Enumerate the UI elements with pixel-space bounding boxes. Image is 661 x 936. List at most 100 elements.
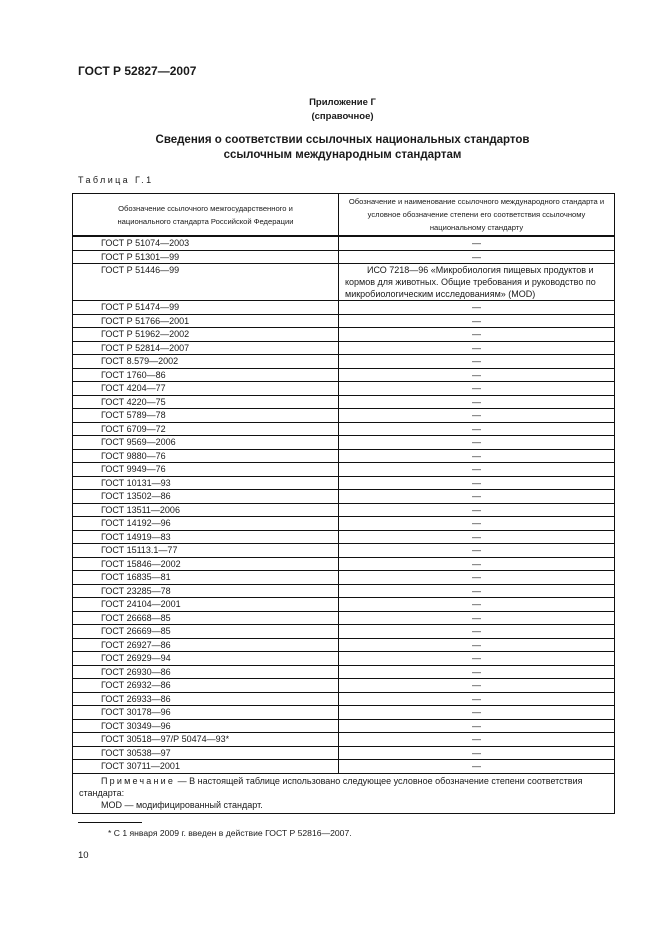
- standards-table: Обозначение ссылочного межгосударственно…: [72, 193, 615, 814]
- title-line-1: Сведения о соответствии ссылочных национ…: [155, 134, 530, 146]
- table-row: ГОСТ Р 51474—99—: [72, 300, 615, 315]
- national-standard: ГОСТ 26668—85: [72, 610, 339, 625]
- international-standard: —: [338, 543, 615, 558]
- international-standard: —: [338, 340, 615, 355]
- international-standard: —: [338, 300, 615, 315]
- appendix-heading: Приложение Г (справочное): [12, 96, 661, 124]
- national-standard: ГОСТ 26933—86: [72, 691, 339, 706]
- international-standard: —: [338, 249, 615, 264]
- table-note: Примечание — В настоящей таблице использ…: [72, 772, 615, 814]
- footnote-divider: [78, 822, 142, 823]
- table-row: ГОСТ 5789—78—: [72, 408, 615, 423]
- international-standard: —: [338, 583, 615, 598]
- column-header: Обозначение ссылочного межгосударственно…: [72, 193, 339, 237]
- table-row: ГОСТ 14919—83—: [72, 529, 615, 544]
- table-row: ГОСТ 9949—76—: [72, 462, 615, 477]
- international-standard: —: [338, 610, 615, 625]
- international-standard: —: [338, 354, 615, 369]
- international-standard: —: [338, 664, 615, 679]
- table-row: ГОСТ 26930—86—: [72, 664, 615, 679]
- table-row: ГОСТ Р 51074—2003—: [72, 235, 615, 251]
- table-row: ГОСТ 26932—86—: [72, 678, 615, 693]
- international-standard: —: [338, 394, 615, 409]
- national-standard: ГОСТ Р 52814—2007: [72, 340, 339, 355]
- international-standard: —: [338, 718, 615, 733]
- national-standard: ГОСТ 26929—94: [72, 651, 339, 666]
- international-standard: —: [338, 313, 615, 328]
- international-standard: —: [338, 529, 615, 544]
- international-standard: —: [338, 502, 615, 517]
- table-row: ГОСТ Р 51766—2001—: [72, 313, 615, 328]
- table-row: ГОСТ 16835—81—: [72, 570, 615, 585]
- national-standard: ГОСТ 15846—2002: [72, 556, 339, 571]
- national-standard: ГОСТ 30538—97: [72, 745, 339, 760]
- international-standard: —: [338, 691, 615, 706]
- international-standard: —: [338, 421, 615, 436]
- national-standard: ГОСТ 4220—75: [72, 394, 339, 409]
- international-standard: —: [338, 367, 615, 382]
- international-standard: —: [338, 732, 615, 747]
- international-standard: —: [338, 637, 615, 652]
- table-row: ГОСТ 9569—2006—: [72, 435, 615, 450]
- footnote: * С 1 января 2009 г. введен в действие Г…: [108, 828, 352, 838]
- national-standard: ГОСТ Р 51962—2002: [72, 327, 339, 342]
- appendix-title: Приложение Г: [309, 97, 376, 108]
- international-standard: —: [338, 235, 615, 251]
- table-row: ГОСТ 4220—75—: [72, 394, 615, 409]
- national-standard: ГОСТ 10131—93: [72, 475, 339, 490]
- international-standard: —: [338, 489, 615, 504]
- national-standard: ГОСТ 14192—96: [72, 516, 339, 531]
- note-line-2: MOD — модифицированный стандарт.: [101, 799, 263, 810]
- table-row: ГОСТ 26929—94—: [72, 651, 615, 666]
- international-standard: —: [338, 570, 615, 585]
- national-standard: ГОСТ 26669—85: [72, 624, 339, 639]
- section-title: Сведения о соответствии ссылочных национ…: [12, 133, 661, 163]
- international-standard: —: [338, 327, 615, 342]
- table-row: ГОСТ 15113.1—77—: [72, 543, 615, 558]
- international-standard: —: [338, 651, 615, 666]
- document-header: ГОСТ Р 52827—2007: [78, 64, 197, 78]
- national-standard: ГОСТ 30711—2001: [72, 759, 339, 774]
- table-row: ГОСТ 13502—86—: [72, 489, 615, 504]
- table-row: ГОСТ 4204—77—: [72, 381, 615, 396]
- national-standard: ГОСТ 13511—2006: [72, 502, 339, 517]
- note-label: Примечание: [101, 775, 176, 786]
- table-row: ГОСТ 30349—96—: [72, 718, 615, 733]
- table-row: ГОСТ 9880—76—: [72, 448, 615, 463]
- national-standard: ГОСТ Р 51446—99: [72, 263, 339, 301]
- table-row: ГОСТ Р 51962—2002—: [72, 327, 615, 342]
- table-note-row: Примечание — В настоящей таблице использ…: [72, 772, 615, 814]
- national-standard: ГОСТ 9880—76: [72, 448, 339, 463]
- table-row: ГОСТ 30178—96—: [72, 705, 615, 720]
- table-row: ГОСТ 26933—86—: [72, 691, 615, 706]
- page-number: 10: [78, 850, 89, 861]
- international-standard: —: [338, 475, 615, 490]
- national-standard: ГОСТ 30349—96: [72, 718, 339, 733]
- table-row: ГОСТ 14192—96—: [72, 516, 615, 531]
- national-standard: ГОСТ Р 51474—99: [72, 300, 339, 315]
- national-standard: ГОСТ 15113.1—77: [72, 543, 339, 558]
- table-row: ГОСТ 23285—78—: [72, 583, 615, 598]
- international-standard: —: [338, 678, 615, 693]
- international-standard: —: [338, 408, 615, 423]
- national-standard: ГОСТ 26932—86: [72, 678, 339, 693]
- national-standard: ГОСТ 13502—86: [72, 489, 339, 504]
- table-row: ГОСТ 13511—2006—: [72, 502, 615, 517]
- table-row: ГОСТ 1760—86—: [72, 367, 615, 382]
- national-standard: ГОСТ 14919—83: [72, 529, 339, 544]
- table-row: ГОСТ 10131—93—: [72, 475, 615, 490]
- title-line-2: ссылочным международным стандартам: [223, 149, 462, 161]
- international-standard: —: [338, 556, 615, 571]
- national-standard: ГОСТ 1760—86: [72, 367, 339, 382]
- table-row: ГОСТ Р 52814—2007—: [72, 340, 615, 355]
- national-standard: ГОСТ 6709—72: [72, 421, 339, 436]
- international-standard: —: [338, 516, 615, 531]
- national-standard: ГОСТ 24104—2001: [72, 597, 339, 612]
- international-standard-text: ИСО 7218—96 «Микробиология пищевых проду…: [345, 265, 596, 299]
- international-standard: —: [338, 597, 615, 612]
- table-row: ГОСТ 30711—2001—: [72, 759, 615, 774]
- national-standard: ГОСТ 5789—78: [72, 408, 339, 423]
- national-standard: ГОСТ 26927—86: [72, 637, 339, 652]
- table-row: ГОСТ Р 51301—99—: [72, 249, 615, 264]
- table-row: ГОСТ 24104—2001—: [72, 597, 615, 612]
